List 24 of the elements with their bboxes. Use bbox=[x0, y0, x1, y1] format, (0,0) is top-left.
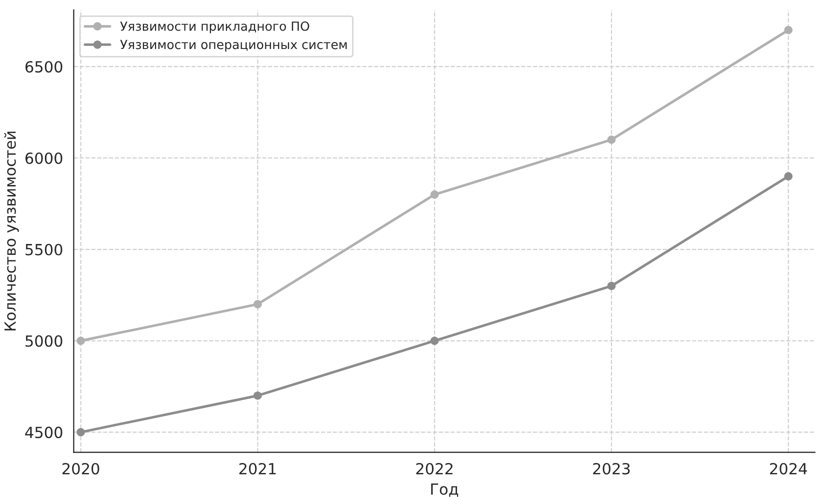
point bbox=[430, 336, 439, 345]
point bbox=[784, 172, 793, 180]
y-tick-label: 4500 bbox=[25, 426, 62, 438]
y-tick-label: 5000 bbox=[26, 335, 62, 347]
point bbox=[254, 391, 262, 400]
x-tick-label: 2021 bbox=[239, 462, 276, 475]
x-tick-label: 2022 bbox=[416, 462, 452, 475]
point bbox=[784, 26, 793, 34]
point bbox=[430, 190, 439, 199]
point bbox=[76, 428, 85, 436]
y-axis-title: Количество уязвимостей bbox=[4, 132, 19, 330]
point bbox=[76, 336, 85, 345]
x-tick-label: 2023 bbox=[593, 462, 630, 475]
point bbox=[254, 300, 262, 308]
y-tick-label: 5500 bbox=[26, 244, 62, 256]
legend-label: Уязвимости прикладного ПО bbox=[120, 21, 310, 34]
legend-label: Уязвимости операционных систем bbox=[120, 40, 347, 52]
y-tick-label: 6000 bbox=[25, 152, 62, 164]
x-axis-title: Год bbox=[431, 484, 458, 497]
y-tick-label: 6500 bbox=[25, 61, 62, 73]
x-tick-label: 2020 bbox=[62, 462, 100, 475]
point bbox=[607, 136, 616, 144]
x-tick-label: 2024 bbox=[770, 462, 807, 475]
point bbox=[607, 282, 616, 290]
